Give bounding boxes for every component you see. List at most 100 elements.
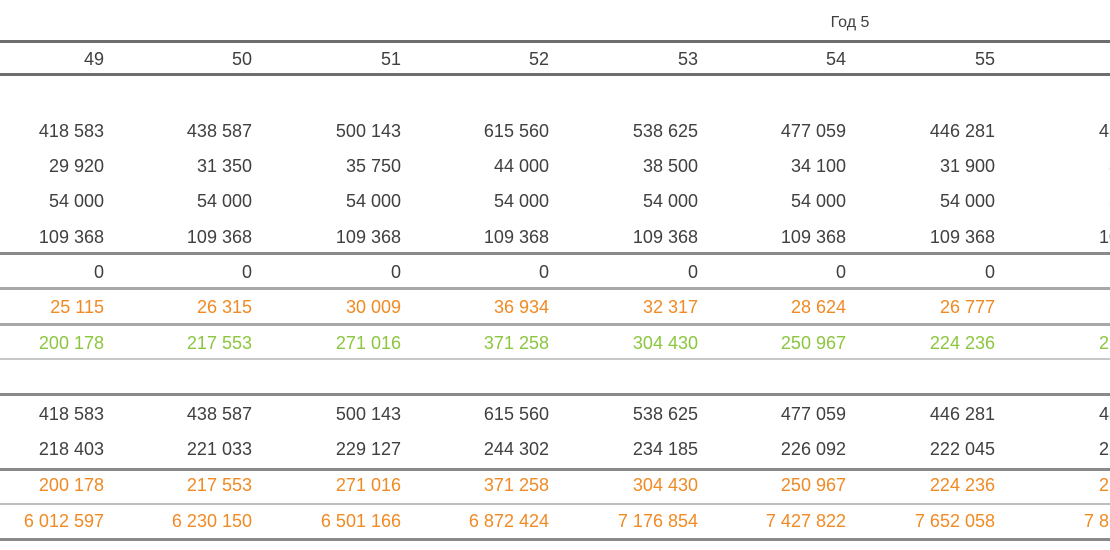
divider xyxy=(0,393,1110,396)
table-cell: 250 967 xyxy=(780,475,846,495)
table-cell: 35 750 xyxy=(345,156,401,176)
table-cell: 109 368 xyxy=(780,227,846,247)
table-cell: 418 583 xyxy=(38,121,104,141)
table-cell: 26 1 xyxy=(984,297,1110,317)
table-cell: 218 403 xyxy=(38,439,104,459)
table-cell: 435 1 xyxy=(1098,121,1110,141)
table-cell: 0 xyxy=(687,262,698,282)
table-cell: 500 143 xyxy=(335,404,401,424)
table-cell: 0 xyxy=(538,262,549,282)
period-header: 51 xyxy=(380,49,401,69)
table-cell: 6 872 424 xyxy=(468,511,549,531)
table-cell: 250 967 xyxy=(780,333,846,353)
divider xyxy=(0,287,1110,290)
table-cell: 31 350 xyxy=(196,156,252,176)
table-cell: 226 092 xyxy=(780,439,846,459)
table-cell: 30 009 xyxy=(345,297,401,317)
table-cell: 54 000 xyxy=(493,191,549,211)
table-cell: 7 176 854 xyxy=(617,511,698,531)
divider xyxy=(0,73,1110,76)
period-header: 49 xyxy=(83,49,104,69)
table-cell: 34 100 xyxy=(790,156,846,176)
table-cell: 6 501 166 xyxy=(320,511,401,531)
divider xyxy=(0,358,1110,360)
divider xyxy=(0,468,1110,471)
table-cell: 109 368 xyxy=(335,227,401,247)
table-cell: 29 920 xyxy=(48,156,104,176)
table-cell: 217 553 xyxy=(186,333,252,353)
table-cell: 54 000 xyxy=(196,191,252,211)
table-cell: 615 560 xyxy=(483,121,549,141)
table-cell: 0 xyxy=(984,262,995,282)
period-header: 53 xyxy=(677,49,698,69)
period-header: 52 xyxy=(528,49,549,69)
divider xyxy=(0,503,1110,505)
table-cell: 31 900 xyxy=(939,156,995,176)
divider xyxy=(0,538,1110,541)
table-cell: 214 0 xyxy=(1098,475,1110,495)
table-cell: 7 866 1 xyxy=(1083,511,1110,531)
table-cell: 54 000 xyxy=(48,191,104,211)
table-cell: 26 777 xyxy=(939,297,995,317)
table-cell: 200 178 xyxy=(38,475,104,495)
table-cell: 438 587 xyxy=(186,121,252,141)
table-cell: 477 059 xyxy=(780,404,846,424)
table-cell: 109 368 xyxy=(186,227,252,247)
table-cell: 220 0 xyxy=(1098,439,1110,459)
table-cell: 538 625 xyxy=(632,121,698,141)
divider xyxy=(0,323,1110,326)
table-cell: 7 427 822 xyxy=(765,511,846,531)
period-header: 54 xyxy=(825,49,846,69)
table-cell: 38 500 xyxy=(642,156,698,176)
table-cell: 418 583 xyxy=(38,404,104,424)
table-cell: 477 059 xyxy=(780,121,846,141)
table-cell: 109 3 xyxy=(1098,227,1110,247)
table-cell: 32 317 xyxy=(642,297,698,317)
period-header: 55 xyxy=(974,49,995,69)
table-cell: 500 143 xyxy=(335,121,401,141)
table-cell: 0 xyxy=(390,262,401,282)
table-cell: 234 185 xyxy=(632,439,698,459)
table-cell: 244 302 xyxy=(483,439,549,459)
table-cell: 109 368 xyxy=(632,227,698,247)
table-cell: 54 000 xyxy=(642,191,698,211)
table-cell: 109 368 xyxy=(929,227,995,247)
table-cell: 28 624 xyxy=(790,297,846,317)
table-cell: 435 1 xyxy=(1098,404,1110,424)
table-cell: 25 115 xyxy=(50,297,104,317)
table-cell: 0 xyxy=(93,262,104,282)
table-cell: 271 016 xyxy=(335,333,401,353)
table-cell: 222 045 xyxy=(929,439,995,459)
table-cell: 371 258 xyxy=(483,333,549,353)
table-cell: 44 000 xyxy=(493,156,549,176)
table-cell: 615 560 xyxy=(483,404,549,424)
table-cell: 36 934 xyxy=(493,297,549,317)
table-cell: 0 xyxy=(835,262,846,282)
table-cell: 371 258 xyxy=(483,475,549,495)
table-cell: 229 127 xyxy=(335,439,401,459)
table-cell: 217 553 xyxy=(186,475,252,495)
table-cell: 54 000 xyxy=(790,191,846,211)
table-cell: 304 430 xyxy=(632,333,698,353)
table-cell: 224 236 xyxy=(929,333,995,353)
table-cell: 221 033 xyxy=(186,439,252,459)
table-cell: 200 178 xyxy=(38,333,104,353)
divider xyxy=(0,40,1110,43)
table-cell: 6 230 150 xyxy=(171,511,252,531)
table-cell: 54 0 xyxy=(984,191,1110,211)
table-cell: 224 236 xyxy=(929,475,995,495)
table-cell: 304 430 xyxy=(632,475,698,495)
table-cell: 0 xyxy=(241,262,252,282)
table-cell: 7 652 058 xyxy=(914,511,995,531)
divider xyxy=(0,252,1110,255)
table-cell: 446 281 xyxy=(929,404,995,424)
table-cell: 446 281 xyxy=(929,121,995,141)
table-cell: 271 016 xyxy=(335,475,401,495)
table-cell: 26 315 xyxy=(196,297,252,317)
table-cell: 54 000 xyxy=(939,191,995,211)
table-cell: 54 000 xyxy=(345,191,401,211)
table-cell: 109 368 xyxy=(38,227,104,247)
year-label: Год 5 xyxy=(830,14,870,31)
table-cell: 31 1 xyxy=(984,156,1110,176)
